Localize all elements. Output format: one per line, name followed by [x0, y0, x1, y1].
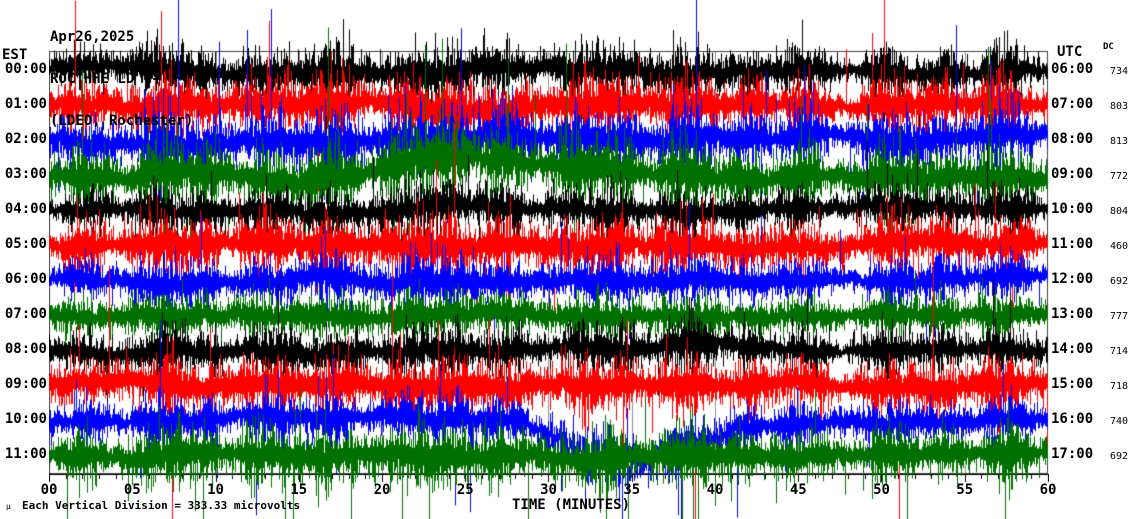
est-time-label: 11:00: [4, 446, 47, 462]
est-time-label: 10:00: [4, 411, 47, 427]
est-axis-header: EST: [2, 47, 28, 63]
dc-value: 692: [1109, 451, 1128, 462]
utc-time-label: 17:00: [1051, 446, 1094, 462]
est-time-label: 04:00: [4, 201, 47, 217]
station-header: Apr26,2025 ROC HHE LD -- (LDEO, Rocheste…: [50, 2, 193, 142]
logo-mark: µ: [6, 502, 11, 511]
dc-value: 460: [1109, 241, 1128, 252]
minute-tick-label: 15: [290, 482, 308, 498]
est-time-label: 06:00: [4, 271, 47, 287]
dc-column-header: DC: [1103, 42, 1114, 52]
x-axis-title: TIME (MINUTES): [512, 497, 631, 513]
minute-tick-label: 60: [1039, 482, 1057, 498]
minute-tick-label: 05: [123, 482, 141, 498]
dc-value: 740: [1109, 416, 1128, 427]
minute-tick-label: 50: [873, 482, 890, 498]
utc-time-label: 07:00: [1051, 96, 1094, 112]
minute-tick-label: 40: [706, 482, 724, 498]
network-line: (LDEO, Rochester): [50, 113, 194, 129]
est-time-label: 09:00: [4, 376, 47, 392]
dc-value: 718: [1109, 381, 1128, 392]
utc-time-label: 13:00: [1051, 306, 1094, 322]
dc-value: 734: [1109, 66, 1128, 77]
dc-value: 777: [1109, 311, 1128, 322]
est-time-label: 01:00: [4, 96, 47, 112]
utc-time-label: 11:00: [1051, 236, 1094, 252]
utc-time-label: 14:00: [1051, 341, 1094, 357]
est-time-label: 05:00: [4, 236, 47, 252]
utc-time-label: 10:00: [1051, 201, 1094, 217]
minute-tick-label: 25: [456, 482, 474, 498]
dc-value: 772: [1109, 171, 1128, 182]
minute-tick-label: 35: [623, 482, 641, 498]
helicorder-plot: [49, 0, 1049, 519]
utc-axis-header: UTC: [1057, 44, 1083, 60]
est-time-label: 00:00: [4, 61, 47, 77]
utc-time-label: 16:00: [1051, 411, 1094, 427]
utc-time-label: 06:00: [1051, 61, 1094, 77]
minute-tick-label: 00: [40, 482, 58, 498]
dc-value: 803: [1109, 101, 1128, 112]
calibration-note: Each Vertical Division = 333.33 microvol…: [22, 499, 301, 512]
minute-tick-label: 10: [207, 482, 224, 498]
dc-value: 692: [1109, 276, 1128, 287]
station-line: ROC HHE LD --: [50, 71, 160, 87]
est-time-label: 07:00: [4, 306, 47, 322]
dc-value: 714: [1109, 346, 1128, 357]
date-line: Apr26,2025: [50, 29, 135, 45]
minute-tick-label: 55: [956, 482, 974, 498]
est-time-label: 02:00: [4, 131, 47, 147]
est-time-label: 03:00: [4, 166, 47, 182]
utc-time-label: 12:00: [1051, 271, 1094, 287]
utc-time-label: 08:00: [1051, 131, 1094, 147]
dc-value: 813: [1109, 136, 1128, 147]
minute-tick-label: 45: [789, 482, 807, 498]
utc-time-label: 15:00: [1051, 376, 1094, 392]
minute-tick-label: 30: [540, 482, 557, 498]
est-time-label: 08:00: [4, 341, 47, 357]
minute-tick-label: 20: [373, 482, 391, 498]
dc-value: 804: [1109, 206, 1128, 217]
utc-time-label: 09:00: [1051, 166, 1094, 182]
